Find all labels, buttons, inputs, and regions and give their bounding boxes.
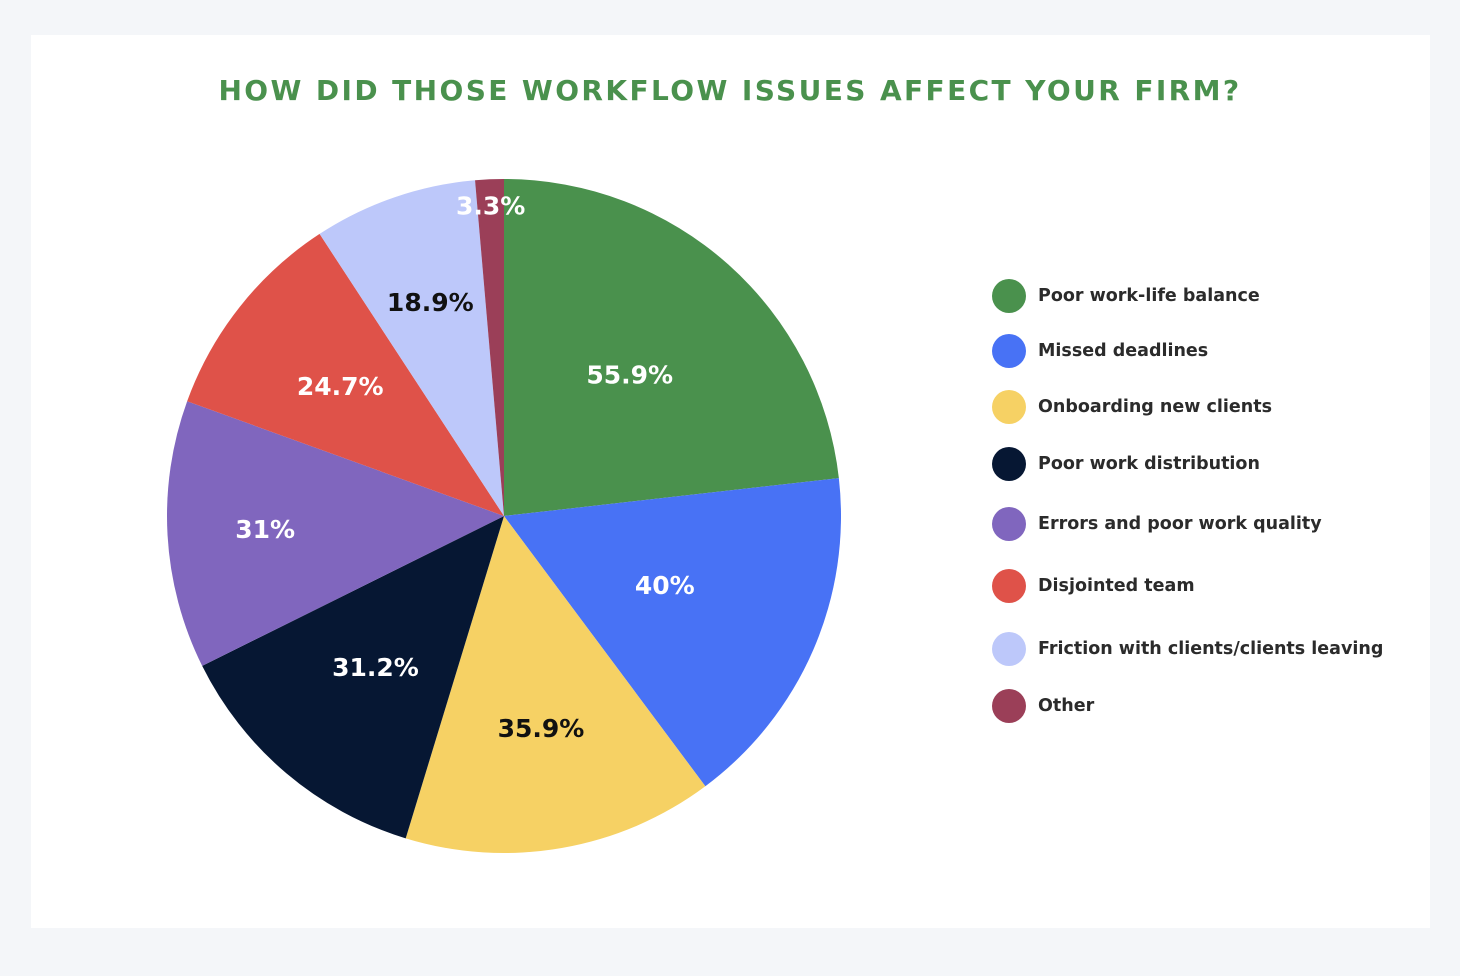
legend-swatch [992, 279, 1026, 313]
legend-swatch [992, 632, 1026, 666]
slice-label-missed-deadlines: 40% [635, 571, 695, 600]
legend-label: Missed deadlines [1038, 341, 1209, 361]
legend-swatch [992, 507, 1026, 541]
legend-item-disjointed-team: Disjointed team [992, 569, 1195, 603]
legend-item-other: Other [992, 689, 1094, 723]
legend-swatch [992, 390, 1026, 424]
slice-label-disjointed-team: 24.7% [297, 372, 384, 401]
pie-slice-poor-work-life-balance [504, 179, 839, 516]
legend-label: Errors and poor work quality [1038, 514, 1322, 534]
pie-slice-onboarding-new-clients [405, 516, 706, 853]
slice-label-poor-work-distribution: 31.2% [332, 653, 419, 682]
legend-label: Other [1038, 696, 1095, 716]
slice-label-poor-work-life-balance: 55.9% [586, 361, 673, 390]
pie-slice-other [475, 179, 504, 516]
legend-swatch [992, 334, 1026, 368]
slice-label-other: 3.3% [456, 192, 525, 221]
slice-label-friction-with-clients-clients-leaving: 18.9% [387, 288, 474, 317]
legend-swatch [992, 689, 1026, 723]
legend-item-friction-with-clients-clients-leaving: Friction with clients/clients leaving [992, 632, 1383, 666]
pie-slice-poor-work-distribution [202, 516, 505, 839]
legend-item-errors-and-poor-work-quality: Errors and poor work quality [992, 507, 1322, 541]
legend-item-onboarding-new-clients: Onboarding new clients [992, 390, 1272, 424]
slice-label-errors-and-poor-work-quality: 31% [235, 515, 295, 544]
pie-slice-missed-deadlines [504, 478, 841, 787]
legend-label: Onboarding new clients [1038, 397, 1272, 417]
legend-label: Poor work-life balance [1038, 286, 1260, 306]
chart-title: HOW DID THOSE WORKFLOW ISSUES AFFECT YOU… [218, 74, 1242, 107]
pie-slice-errors-and-poor-work-quality [166, 401, 504, 666]
pie-slice-disjointed-team [187, 233, 504, 517]
slice-label-onboarding-new-clients: 35.9% [498, 714, 585, 743]
legend-swatch [992, 569, 1026, 603]
legend-label: Disjointed team [1038, 576, 1195, 596]
chart-legend: Poor work-life balance Missed deadlines On… [992, 0, 1412, 976]
legend-swatch [992, 447, 1026, 481]
pie-slice-friction-with-clients-clients-leaving [319, 180, 504, 517]
legend-label: Friction with clients/clients leaving [1038, 639, 1384, 659]
legend-item-missed-deadlines: Missed deadlines [992, 334, 1208, 368]
legend-item-poor-work-distribution: Poor work distribution [992, 447, 1260, 481]
legend-label: Poor work distribution [1038, 454, 1260, 474]
legend-item-poor-work-life-balance: Poor work-life balance [992, 279, 1260, 313]
